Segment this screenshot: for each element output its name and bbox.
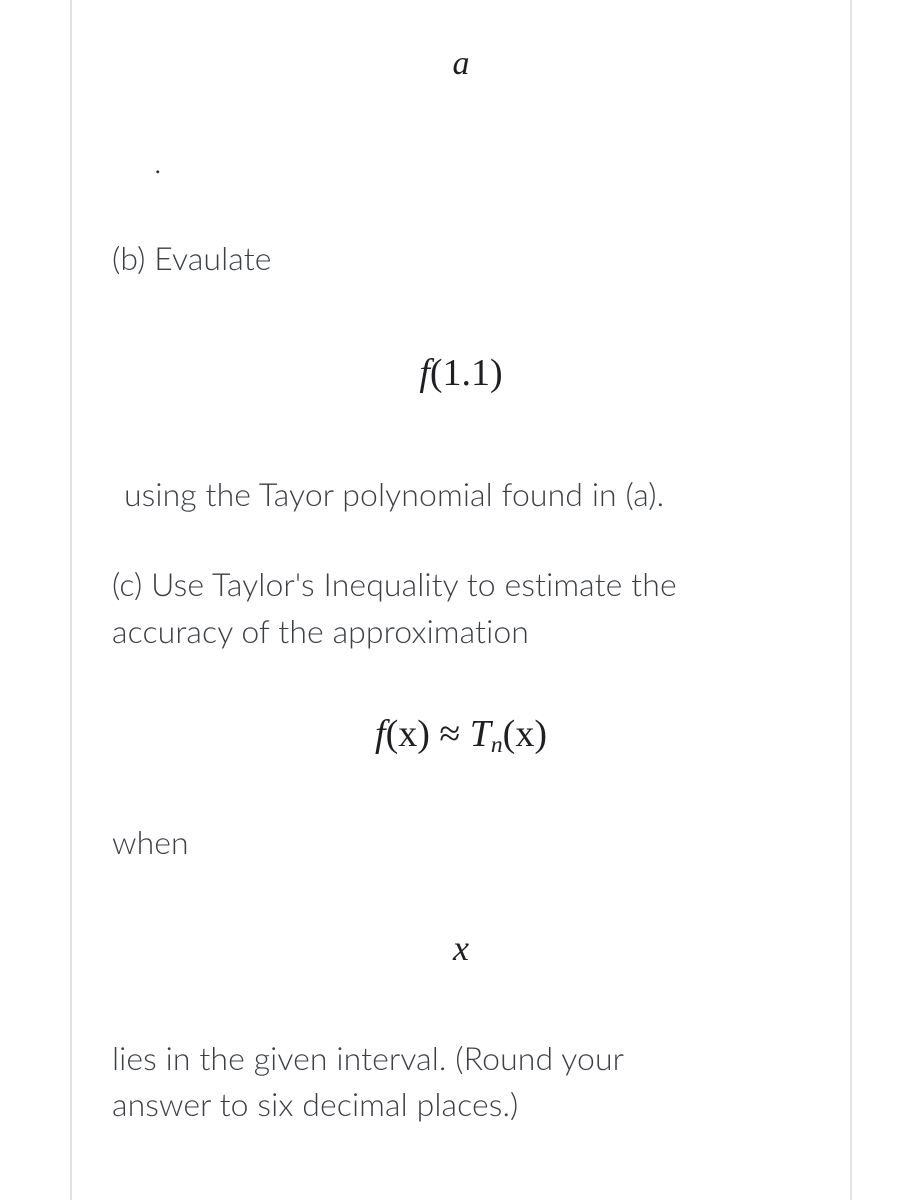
math-f-of-1-1: f(1.1) (112, 351, 810, 397)
part-b-heading: (b) Evaulate (112, 235, 810, 281)
text-lies-line-1: lies in the given interval. (Round your (112, 1038, 624, 1077)
text-lies-line-2: answer to six decimal places.) (112, 1084, 518, 1123)
text-lies-interval: lies in the given interval. (Round your … (112, 1035, 810, 1128)
math-f-arg: (1.1) (430, 352, 503, 394)
math-approx-T: T (470, 713, 491, 755)
text-when: when (112, 819, 810, 865)
content-frame: a . (b) Evaulate f(1.1) using the Tayor … (70, 0, 852, 1200)
math-approx-T-arg: (x) (503, 713, 547, 755)
part-c-line-1: (c) Use Taylor's Inequality to estimate … (112, 564, 677, 603)
math-approx-f-arg: (x) (386, 713, 430, 755)
math-variable-a: a (112, 44, 810, 85)
math-variable-x: x (112, 927, 810, 970)
math-approx-f: f (375, 713, 386, 755)
part-c-body: (c) Use Taylor's Inequality to estimate … (112, 561, 810, 654)
part-c-line-2: accuracy of the approximation (112, 611, 529, 650)
leading-period: . (154, 145, 810, 177)
part-b-body: using the Tayor polynomial found in (a). (112, 471, 810, 517)
page: a . (b) Evaulate f(1.1) using the Tayor … (0, 0, 916, 1200)
math-approx-expression: f(x) ≈ Tn(x) (112, 712, 810, 759)
math-approx-subscript-n: n (491, 732, 503, 758)
math-f-symbol: f (419, 352, 430, 394)
math-approx-symbol: ≈ (430, 713, 470, 755)
